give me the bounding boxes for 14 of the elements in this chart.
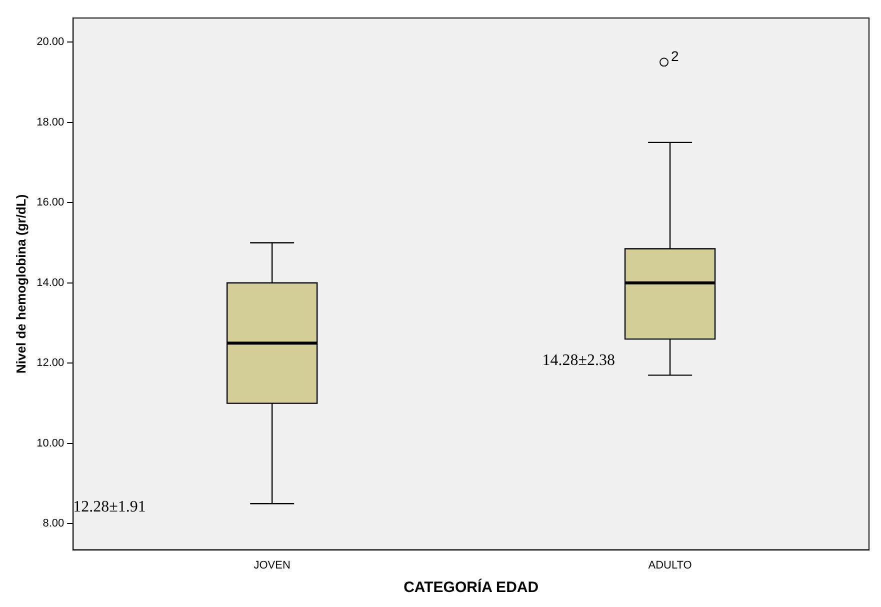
annotation: 2 [671, 48, 680, 64]
y-tick-label: 12.00 [36, 357, 64, 370]
y-tick-label: 8.00 [42, 518, 64, 530]
x-tick-label: ADULTO [648, 559, 692, 572]
y-tick-label: 18.00 [36, 116, 64, 128]
y-tick-label: 20.00 [36, 36, 64, 48]
x-axis-title: CATEGORÍA EDAD [404, 578, 539, 596]
annotation: 14.28±2.38 [542, 352, 616, 370]
y-tick-label: 10.00 [36, 437, 64, 450]
x-tick-label: JOVEN [254, 559, 290, 572]
y-axis-title: Nivel de hemoglobina (gr/dL) [13, 194, 28, 374]
y-tick-label: 14.00 [36, 276, 64, 289]
annotation: 12.28±1.91 [73, 498, 146, 516]
y-tick-label: 16.00 [36, 196, 64, 209]
